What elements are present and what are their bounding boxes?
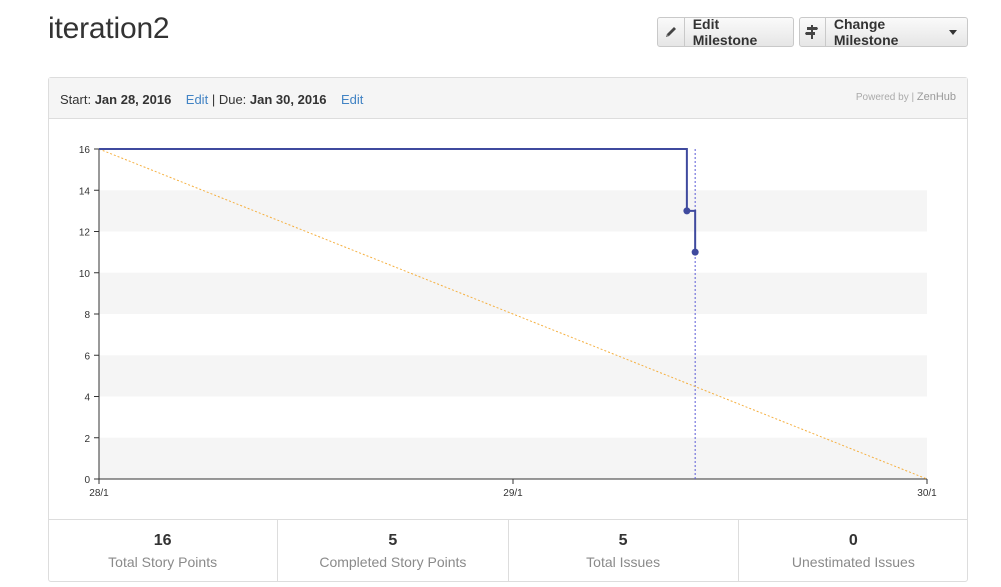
- stat-value: 0: [848, 532, 858, 549]
- page-title: iteration2: [48, 12, 170, 45]
- milestone-dates: Start: Jan 28, 2016 Edit | Due: Jan 30, …: [60, 92, 363, 107]
- caret-down-icon: [949, 29, 957, 35]
- stat-unestimated-issues: 0 Unestimated Issues: [739, 520, 968, 581]
- grid-band: [99, 190, 927, 232]
- stat-completed-story-points: 5 Completed Story Points: [278, 520, 509, 581]
- x-tick-label: 29/1: [503, 488, 523, 499]
- stat-value: 16: [153, 532, 172, 549]
- stat-label: Total Issues: [586, 554, 661, 570]
- ideal-line: [98, 148, 928, 480]
- edit-due-link[interactable]: Edit: [341, 92, 364, 107]
- actual-point: [691, 248, 699, 256]
- pencil-icon: [658, 18, 685, 46]
- start-date: Jan 28, 2016: [94, 92, 172, 107]
- powered-by: Powered by | ZenHub: [856, 91, 956, 103]
- change-milestone-label: Change Milestone: [826, 16, 967, 48]
- burndown-chart: 0 2 4 6 8 10 12 14 16 28/1 29/1 30/1: [79, 145, 937, 499]
- y-tick-label: 12: [79, 228, 91, 239]
- date-separator: |: [211, 92, 216, 107]
- change-milestone-button[interactable]: Change Milestone: [799, 16, 968, 48]
- y-tick-label: 6: [84, 351, 90, 362]
- grid-band: [99, 272, 927, 314]
- due-date: Jan 30, 2016: [249, 92, 327, 107]
- burndown-panel: Start: Jan 28, 2016 Edit | Due: Jan 30, …: [48, 77, 968, 582]
- edit-start-link[interactable]: Edit: [185, 92, 209, 107]
- y-tick-label: 4: [84, 393, 90, 404]
- start-label: Start:: [60, 92, 92, 107]
- grid-band: [99, 437, 927, 479]
- stat-value: 5: [618, 532, 628, 549]
- edit-milestone-button[interactable]: Edit Milestone: [657, 16, 794, 48]
- y-tick-label: 0: [84, 475, 90, 486]
- stat-label: Completed Story Points: [319, 554, 467, 570]
- edit-milestone-label: Edit Milestone: [692, 16, 758, 48]
- stat-label: Unestimated Issues: [791, 554, 915, 570]
- stat-label: Total Story Points: [108, 554, 218, 570]
- due-label: Due:: [218, 92, 247, 107]
- y-tick-label: 8: [84, 310, 90, 321]
- x-tick-label: 30/1: [917, 488, 937, 499]
- y-tick-label: 14: [79, 186, 91, 197]
- y-tick-label: 2: [84, 434, 90, 445]
- panel-header: Start: Jan 28, 2016 Edit | Due: Jan 30, …: [49, 78, 967, 119]
- y-tick-label: 16: [79, 145, 91, 156]
- stat-value: 5: [388, 532, 398, 549]
- stats-bar: 16 Total Story Points 5 Completed Story …: [48, 519, 968, 581]
- x-tick-label: 28/1: [89, 488, 109, 499]
- stat-total-story-points: 16 Total Story Points: [48, 520, 279, 581]
- stat-total-issues: 5 Total Issues: [509, 520, 739, 581]
- powered-by-text: Powered by |: [855, 92, 915, 103]
- actual-point: [683, 207, 691, 215]
- grid-band: [99, 355, 927, 397]
- zenhub-logo: ZenHub: [916, 91, 956, 103]
- signpost-icon: [800, 18, 826, 46]
- y-tick-label: 10: [79, 269, 91, 280]
